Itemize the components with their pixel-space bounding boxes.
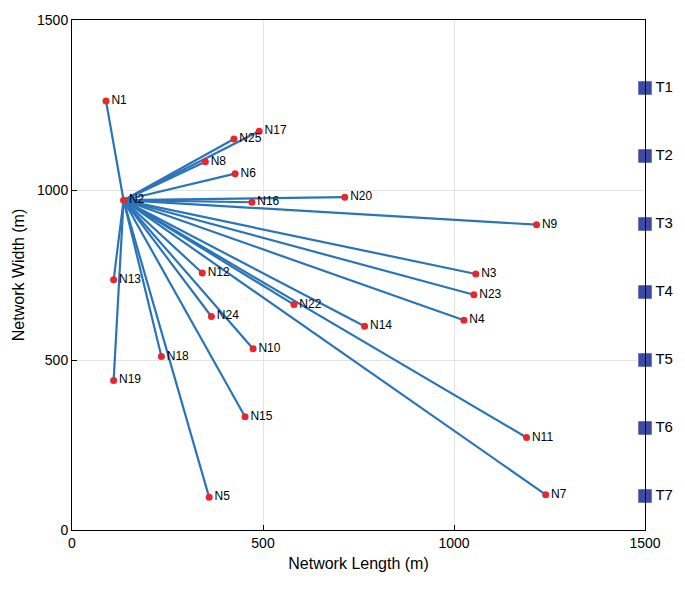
- svg-text:N25: N25: [239, 131, 261, 145]
- svg-text:N24: N24: [217, 308, 239, 322]
- svg-text:Network Width (m): Network Width (m): [10, 209, 27, 341]
- svg-text:N20: N20: [350, 189, 372, 203]
- svg-text:N6: N6: [240, 166, 256, 180]
- svg-text:N22: N22: [299, 297, 321, 311]
- svg-text:N7: N7: [551, 487, 567, 501]
- svg-text:Network Length (m): Network Length (m): [288, 555, 429, 572]
- svg-text:500: 500: [45, 352, 69, 368]
- svg-text:1000: 1000: [37, 182, 68, 198]
- svg-text:N4: N4: [469, 312, 485, 326]
- svg-text:1500: 1500: [37, 12, 68, 28]
- svg-text:0: 0: [60, 522, 68, 538]
- svg-text:N5: N5: [215, 489, 231, 503]
- svg-text:1500: 1500: [629, 535, 660, 551]
- svg-text:N15: N15: [250, 409, 272, 423]
- svg-text:N11: N11: [532, 430, 553, 444]
- svg-text:T5: T5: [655, 350, 673, 367]
- svg-text:N1: N1: [111, 93, 127, 107]
- svg-text:N3: N3: [481, 266, 497, 280]
- svg-text:N17: N17: [265, 123, 287, 137]
- svg-text:T2: T2: [655, 146, 673, 163]
- svg-text:T1: T1: [655, 78, 673, 95]
- svg-text:N10: N10: [258, 341, 280, 355]
- svg-text:N16: N16: [257, 194, 279, 208]
- svg-text:N14: N14: [370, 318, 392, 332]
- svg-text:T3: T3: [655, 214, 673, 231]
- svg-text:0: 0: [68, 535, 76, 551]
- svg-text:T4: T4: [655, 282, 673, 299]
- svg-text:N8: N8: [211, 154, 227, 168]
- svg-text:N18: N18: [167, 349, 189, 363]
- svg-text:1000: 1000: [438, 535, 469, 551]
- svg-text:N12: N12: [208, 265, 230, 279]
- svg-text:N23: N23: [479, 287, 501, 301]
- svg-text:T7: T7: [655, 486, 673, 503]
- svg-text:N13: N13: [119, 272, 141, 286]
- svg-text:500: 500: [251, 535, 275, 551]
- svg-text:N9: N9: [542, 217, 558, 231]
- svg-text:N2: N2: [129, 192, 145, 206]
- svg-text:N19: N19: [119, 372, 141, 386]
- svg-text:T6: T6: [655, 418, 673, 435]
